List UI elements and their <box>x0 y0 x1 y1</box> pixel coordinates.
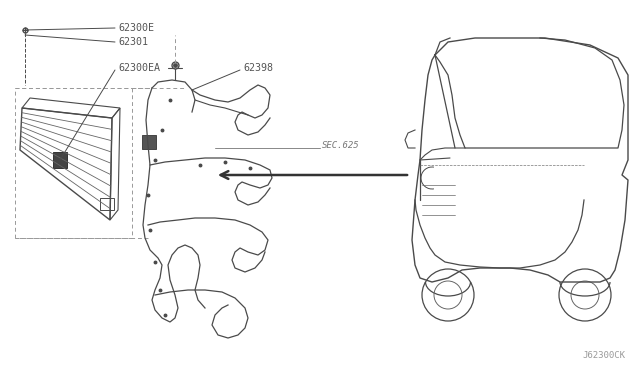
Text: 62301: 62301 <box>118 37 148 47</box>
Bar <box>100 198 114 210</box>
Text: SEC.625: SEC.625 <box>322 141 360 150</box>
Text: 62300EA: 62300EA <box>118 63 160 73</box>
Text: 62398: 62398 <box>243 63 273 73</box>
Text: 62300E: 62300E <box>118 23 154 33</box>
Bar <box>142 135 156 149</box>
Bar <box>53 152 67 168</box>
Text: J62300CK: J62300CK <box>582 351 625 360</box>
